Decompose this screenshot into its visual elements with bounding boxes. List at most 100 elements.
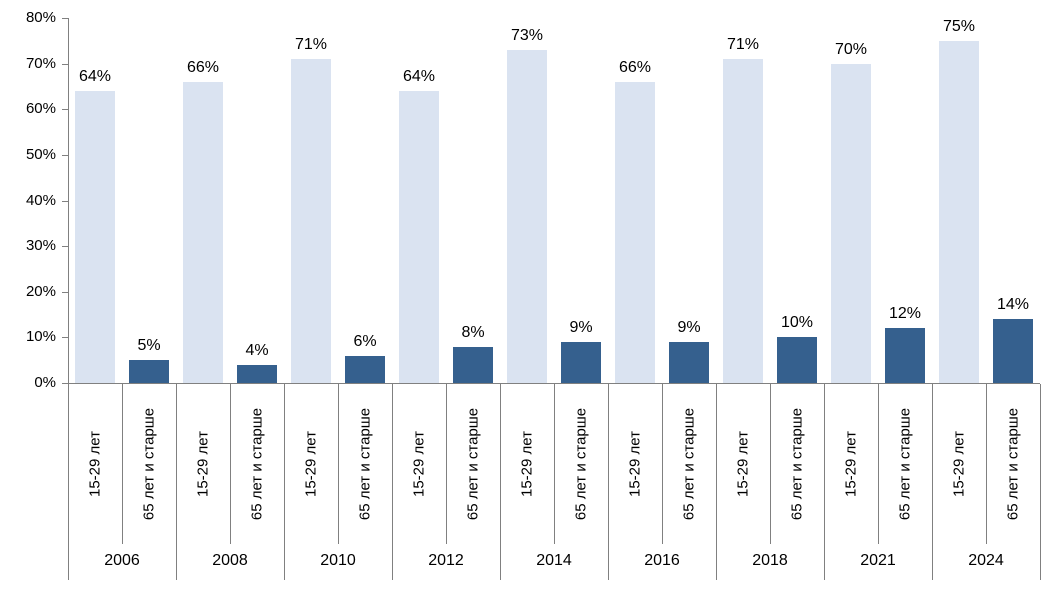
bar-15-29 лет-2024 bbox=[939, 40, 979, 383]
year-label: 2016 bbox=[644, 552, 680, 569]
value-label: 9% bbox=[677, 318, 701, 336]
subcategory-separator bbox=[554, 384, 555, 544]
category-label-text: 65 лет и старше bbox=[140, 407, 158, 521]
category-label: 15-29 лет bbox=[176, 384, 230, 544]
value-label: 5% bbox=[137, 337, 161, 355]
y-axis-tick bbox=[62, 383, 68, 384]
year-label: 2008 bbox=[212, 552, 248, 569]
category-label-text: 15-29 лет bbox=[86, 431, 104, 497]
value-label: 14% bbox=[996, 296, 1030, 314]
category-label-text: 65 лет и старше bbox=[1004, 407, 1022, 521]
group-separator bbox=[1040, 384, 1041, 580]
category-label-text: 15-29 лет bbox=[950, 431, 968, 497]
y-axis-tick bbox=[62, 109, 68, 111]
year-label: 2021 bbox=[860, 552, 896, 569]
year-label: 2024 bbox=[968, 552, 1004, 569]
y-axis-tick-label: 30% bbox=[25, 237, 56, 255]
category-label: 15-29 лет bbox=[68, 384, 122, 544]
bar-15-29 лет-2014 bbox=[507, 49, 547, 383]
x-axis-line bbox=[68, 383, 1040, 384]
subcategory-separator bbox=[230, 384, 231, 544]
value-label: 64% bbox=[402, 68, 436, 85]
bar-65 лет и старше-2010 bbox=[345, 355, 385, 383]
value-label: 8% bbox=[461, 323, 485, 341]
group-separator bbox=[392, 384, 393, 580]
bar-65 лет и старше-2008 bbox=[237, 364, 277, 383]
group-separator bbox=[824, 384, 825, 580]
value-label: 75% bbox=[942, 17, 976, 35]
subcategory-separator bbox=[986, 384, 987, 544]
bar-15-29 лет-2010 bbox=[291, 59, 331, 383]
bar-15-29 лет-2008 bbox=[183, 81, 223, 383]
y-axis-tick bbox=[62, 18, 68, 19]
category-label-text: 15-29 лет bbox=[194, 431, 212, 497]
y-axis-tick-label: 80% bbox=[25, 9, 56, 26]
group-separator bbox=[716, 384, 717, 580]
category-label: 15-29 лет bbox=[284, 384, 338, 544]
category-label: 15-29 лет bbox=[716, 384, 770, 544]
y-axis-tick bbox=[62, 63, 68, 65]
y-axis-tick-label: 20% bbox=[25, 282, 56, 300]
bar-15-29 лет-2006 bbox=[75, 91, 115, 383]
group-separator bbox=[608, 384, 609, 580]
category-label: 65 лет и старше bbox=[770, 384, 824, 544]
category-label-text: 65 лет и старше bbox=[248, 407, 266, 521]
subcategory-separator bbox=[770, 384, 771, 544]
bar-15-29 лет-2021 bbox=[831, 63, 871, 383]
group-separator bbox=[932, 384, 933, 580]
category-label: 65 лет и старше bbox=[662, 384, 716, 544]
y-axis-tick bbox=[62, 337, 68, 339]
category-label-text: 15-29 лет bbox=[410, 431, 428, 497]
subcategory-separator bbox=[662, 384, 663, 544]
y-axis-tick bbox=[62, 200, 68, 202]
category-label-text: 65 лет и старше bbox=[788, 407, 806, 521]
value-label: 66% bbox=[618, 58, 652, 76]
category-label: 15-29 лет bbox=[932, 384, 986, 544]
category-label: 65 лет и старше bbox=[338, 384, 392, 544]
bar-65 лет и старше-2018 bbox=[777, 337, 817, 383]
y-axis-tick bbox=[62, 154, 68, 156]
year-label: 2010 bbox=[320, 552, 356, 569]
year-label: 2012 bbox=[428, 552, 464, 569]
bar-65 лет и старше-2006 bbox=[129, 360, 169, 383]
y-axis-tick-label: 70% bbox=[25, 54, 56, 72]
category-label: 65 лет и старше bbox=[986, 384, 1040, 544]
value-label: 6% bbox=[353, 332, 377, 350]
category-label: 15-29 лет bbox=[392, 384, 446, 544]
category-label-text: 65 лет и старше bbox=[680, 407, 698, 521]
category-label: 65 лет и старше bbox=[122, 384, 176, 544]
category-label: 15-29 лет bbox=[500, 384, 554, 544]
category-label-text: 15-29 лет bbox=[518, 431, 536, 497]
category-label-text: 65 лет и старше bbox=[356, 407, 374, 521]
bar-15-29 лет-2012 bbox=[399, 91, 439, 383]
year-label: 2018 bbox=[752, 552, 788, 569]
y-axis-tick-label: 0% bbox=[34, 374, 56, 391]
bar-65 лет и старше-2012 bbox=[453, 346, 493, 383]
bar-65 лет и старше-2024 bbox=[993, 319, 1033, 383]
year-label: 2006 bbox=[104, 552, 140, 569]
value-label: 64% bbox=[78, 68, 112, 85]
y-axis-line bbox=[68, 18, 69, 580]
subcategory-separator bbox=[122, 384, 123, 544]
category-label-text: 15-29 лет bbox=[302, 431, 320, 497]
value-label: 71% bbox=[294, 36, 328, 54]
value-label: 10% bbox=[780, 314, 814, 332]
category-label-text: 65 лет и старше bbox=[896, 407, 914, 521]
value-label: 71% bbox=[726, 36, 760, 54]
year-label: 2014 bbox=[536, 552, 572, 569]
bar-65 лет и старше-2016 bbox=[669, 341, 709, 383]
group-separator bbox=[176, 384, 177, 580]
group-separator bbox=[68, 384, 69, 580]
y-axis-tick bbox=[62, 246, 68, 248]
bar-15-29 лет-2016 bbox=[615, 81, 655, 383]
category-label: 65 лет и старше bbox=[446, 384, 500, 544]
category-label: 15-29 лет bbox=[824, 384, 878, 544]
group-separator bbox=[284, 384, 285, 580]
y-axis-tick-label: 50% bbox=[25, 145, 56, 163]
value-label: 70% bbox=[834, 40, 868, 58]
value-label: 73% bbox=[510, 26, 544, 44]
group-separator bbox=[500, 384, 501, 580]
subcategory-separator bbox=[446, 384, 447, 544]
category-label: 65 лет и старше bbox=[554, 384, 608, 544]
